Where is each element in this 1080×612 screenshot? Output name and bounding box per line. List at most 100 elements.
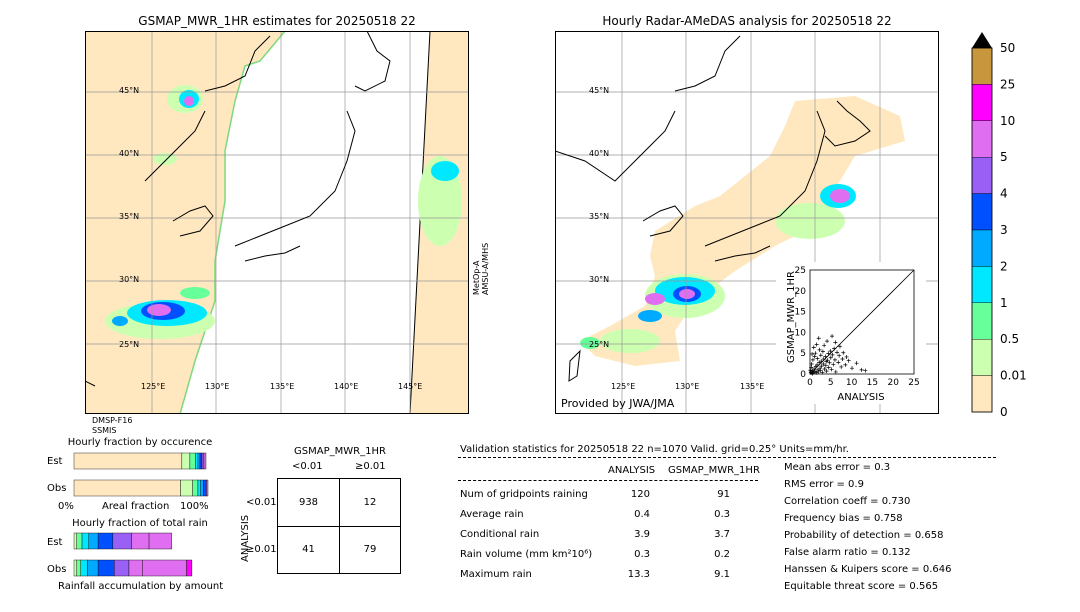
colorbar-swatch — [971, 193, 993, 231]
scatter-point — [813, 351, 818, 356]
fraction-segment — [148, 532, 173, 550]
score-line: Probability of detection = 0.658 — [784, 530, 944, 541]
scatter-plot — [808, 269, 915, 376]
score-line: Frequency bias = 0.758 — [784, 513, 903, 524]
scatter-point — [833, 369, 838, 374]
scatter-point — [817, 360, 822, 365]
scatter-point — [832, 346, 837, 351]
lat-label: 30°N — [119, 275, 139, 284]
validation-header: Validation statistics for 20250518 22 n=… — [460, 444, 849, 455]
scatter-point — [839, 364, 844, 369]
validation-row-label: Num of gridpoints raining — [460, 489, 588, 500]
lat-label: 25°N — [589, 340, 609, 349]
scatter-xtick: 15 — [867, 378, 878, 388]
occurence-title: Hourly fraction by occurence — [67, 437, 213, 448]
occurence-bars — [73, 452, 209, 497]
scatter-point — [831, 362, 836, 367]
rain-bars — [73, 532, 193, 577]
colorbar-label: 0 — [1000, 405, 1008, 418]
scatter-point — [836, 360, 841, 365]
sat-label-1: MetOp-A — [472, 260, 481, 295]
right-rain-blobs — [580, 184, 856, 353]
lon-label: 135°E — [270, 382, 294, 391]
scatter-point — [815, 367, 820, 372]
score-line: Equitable threat score = 0.565 — [784, 581, 939, 592]
lat-label: 45°N — [589, 86, 609, 95]
contingency-cell: 79 — [363, 544, 377, 555]
contingency-row-1: ≥0.01 — [246, 544, 277, 555]
rain-obs-label: Obs — [47, 564, 67, 575]
colorbar-swatch — [971, 266, 993, 303]
scatter-point — [837, 344, 842, 349]
scatter-point — [809, 365, 814, 370]
sat-bottom-label-2: SSMIS — [92, 426, 117, 435]
scatter-xtick: 20 — [887, 378, 899, 388]
occurence-x-left: 0% — [58, 501, 74, 512]
right-latlon-labels: 45°N 40°N 35°N 30°N 25°N 125°E 130°E 135… — [589, 86, 764, 391]
contingency-cell: 12 — [363, 497, 377, 508]
scatter-point — [846, 358, 851, 363]
score-line: Correlation coeff = 0.730 — [784, 496, 911, 507]
validation-row-gsmap: 0.3 — [714, 509, 730, 520]
scatter-point — [821, 362, 826, 367]
lat-label: 35°N — [589, 212, 609, 221]
validation-divider-2 — [458, 480, 758, 481]
contingency-col-0: <0.01 — [292, 461, 323, 472]
scatter-ytick: 5 — [800, 349, 806, 359]
fraction-segment — [197, 479, 201, 497]
colorbar-swatch — [971, 375, 993, 413]
fraction-segment — [80, 559, 88, 577]
scatter-point — [841, 350, 846, 355]
scatter-xticks: 0 5 10 15 20 25 — [807, 378, 920, 388]
fraction-segment — [112, 532, 132, 550]
colorbar-swatch — [971, 302, 993, 340]
scatter-ytick: 25 — [795, 266, 806, 276]
fraction-segment — [200, 479, 204, 497]
fraction-segment — [197, 452, 201, 470]
colorbar-swatch — [971, 84, 993, 122]
scatter-point — [809, 362, 814, 367]
validation-row-gsmap: 9.1 — [714, 569, 730, 580]
scatter-point — [854, 361, 859, 366]
scatter-point — [826, 351, 831, 356]
scatter-point — [830, 334, 835, 339]
scatter-frame — [809, 269, 915, 375]
scatter-point — [825, 339, 830, 344]
scatter-ytick: 20 — [795, 287, 807, 297]
fraction-segment — [203, 479, 206, 497]
scatter-point — [829, 367, 834, 372]
colorbar-swatch — [971, 47, 993, 85]
score-line: Mean abs error = 0.3 — [784, 462, 891, 473]
contingency-cell: 938 — [298, 497, 319, 508]
validation-row-label: Rain volume (mm km²10⁶) — [460, 549, 593, 560]
occurence-x-right: 100% — [180, 501, 209, 512]
scatter-point — [815, 356, 820, 361]
scatter-point — [830, 352, 835, 357]
svg-text:ANALYSIS: ANALYSIS — [240, 515, 251, 562]
validation-row-gsmap: 3.7 — [714, 529, 730, 540]
contingency-cell: 41 — [302, 544, 315, 555]
scatter-xlabel: ANALYSIS — [837, 392, 884, 403]
colorbar: 50 25 10 5 4 3 2 1 0.5 0.01 0 — [971, 32, 1027, 418]
fraction-segment — [73, 479, 181, 497]
fraction-segment — [206, 479, 209, 497]
fraction-segment — [142, 559, 187, 577]
colorbar-swatch — [971, 156, 993, 194]
fraction-segment — [73, 452, 183, 470]
scatter-point — [810, 357, 815, 362]
occurence-obs-label: Obs — [47, 483, 67, 494]
scatter-point — [810, 352, 815, 357]
fraction-segment — [76, 559, 81, 577]
validation-row-analysis: 13.3 — [627, 569, 650, 580]
lon-label: 145°E — [398, 382, 422, 391]
left-graticule — [85, 31, 469, 414]
occurence-xlabel: Areal fraction — [102, 501, 170, 512]
scatter-point — [812, 354, 817, 359]
scatter-point — [811, 345, 816, 350]
sat-bottom-label-1: DMSP-F16 — [92, 416, 133, 425]
scatter-xtick: 25 — [908, 378, 919, 388]
scatter-point — [850, 366, 855, 371]
fraction-segment — [195, 452, 199, 470]
fraction-segment — [97, 532, 114, 550]
left-map: 45°N 40°N 35°N 30°N 25°N 125°E 130°E 135… — [85, 31, 469, 414]
